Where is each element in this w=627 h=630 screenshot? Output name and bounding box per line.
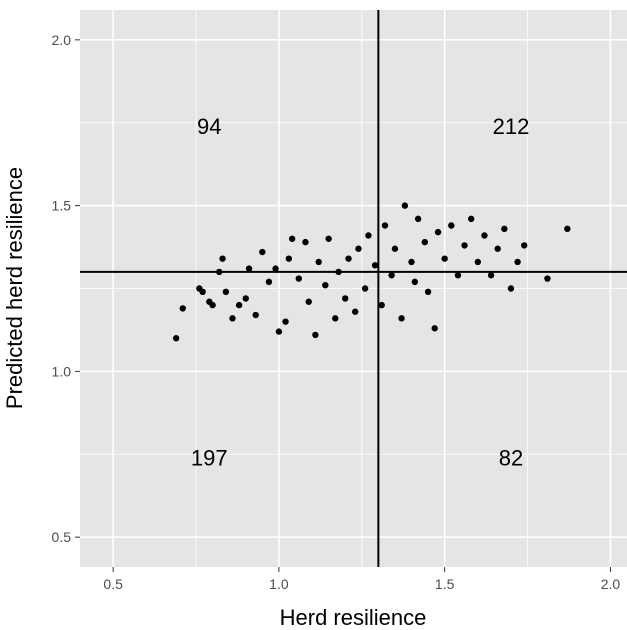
data-point bbox=[219, 255, 226, 262]
data-point bbox=[295, 275, 302, 282]
data-point bbox=[401, 202, 409, 209]
quadrant-count-label: 212 bbox=[493, 114, 530, 139]
data-point bbox=[454, 272, 462, 279]
data-point bbox=[272, 265, 279, 272]
data-point bbox=[467, 215, 475, 223]
x-tick-label: 0.5 bbox=[103, 576, 123, 592]
data-point bbox=[342, 295, 349, 302]
data-point bbox=[242, 295, 249, 302]
y-axis-title: Predicted herd resilience bbox=[2, 167, 27, 409]
y-tick-label: 2.0 bbox=[52, 32, 72, 48]
data-point bbox=[312, 331, 319, 339]
data-point bbox=[355, 245, 362, 252]
data-point bbox=[474, 258, 482, 266]
data-point bbox=[265, 278, 273, 286]
data-point bbox=[501, 225, 508, 233]
data-point bbox=[282, 318, 289, 325]
data-point bbox=[315, 258, 322, 266]
data-point bbox=[371, 262, 379, 269]
data-point bbox=[421, 238, 428, 246]
minor-gridlines bbox=[80, 10, 627, 567]
data-point bbox=[179, 305, 186, 312]
data-point bbox=[378, 301, 385, 309]
data-point bbox=[398, 315, 405, 322]
data-point bbox=[259, 248, 266, 256]
quadrant-count-labels: 94 212 197 82 bbox=[191, 114, 529, 471]
quadrant-count-label: 94 bbox=[197, 114, 221, 139]
data-point bbox=[245, 265, 253, 272]
data-point bbox=[441, 255, 448, 262]
data-point bbox=[391, 245, 399, 252]
data-point bbox=[461, 242, 468, 249]
data-point bbox=[408, 258, 415, 266]
x-tick-label: 2.0 bbox=[601, 576, 621, 592]
data-point bbox=[494, 245, 501, 252]
quadrant-count-label: 82 bbox=[499, 446, 523, 471]
data-point bbox=[361, 285, 369, 292]
y-tick-label: 0.5 bbox=[52, 529, 72, 545]
data-point bbox=[564, 225, 571, 233]
data-point bbox=[544, 275, 551, 282]
data-point bbox=[285, 255, 293, 262]
data-point bbox=[332, 315, 339, 322]
x-tick-label: 1.0 bbox=[269, 576, 289, 592]
x-axis-title: Herd resilience bbox=[280, 605, 427, 630]
data-point bbox=[325, 235, 332, 242]
data-point bbox=[288, 235, 296, 242]
data-point bbox=[235, 301, 243, 309]
quadrant-count-label: 197 bbox=[191, 446, 228, 471]
data-point bbox=[229, 315, 236, 322]
y-axis-ticks: 0.5 1.0 1.5 2.0 bbox=[52, 32, 80, 545]
data-point bbox=[521, 242, 528, 249]
data-point bbox=[322, 281, 329, 289]
data-points bbox=[172, 202, 571, 342]
data-point bbox=[172, 335, 180, 342]
data-point bbox=[381, 222, 389, 229]
data-point bbox=[302, 238, 309, 246]
data-point bbox=[431, 325, 438, 332]
x-axis-ticks: 0.5 1.0 1.5 2.0 bbox=[103, 567, 620, 592]
data-point bbox=[434, 228, 442, 236]
data-point bbox=[252, 311, 259, 319]
data-point bbox=[365, 232, 372, 239]
data-point bbox=[424, 288, 432, 296]
data-point bbox=[481, 232, 488, 239]
data-point bbox=[275, 328, 283, 335]
data-point bbox=[507, 285, 515, 292]
data-point bbox=[414, 215, 422, 223]
data-point bbox=[305, 298, 312, 305]
data-point bbox=[514, 258, 521, 266]
data-point bbox=[448, 222, 455, 229]
y-tick-label: 1.0 bbox=[52, 363, 72, 379]
data-point bbox=[351, 308, 359, 315]
data-point bbox=[487, 272, 495, 279]
data-point bbox=[411, 278, 419, 286]
y-tick-label: 1.5 bbox=[52, 198, 72, 214]
data-point bbox=[345, 255, 352, 262]
data-point bbox=[388, 272, 395, 279]
data-point bbox=[209, 301, 216, 309]
data-point bbox=[222, 288, 230, 296]
x-tick-label: 1.5 bbox=[435, 576, 455, 592]
data-point bbox=[199, 288, 206, 296]
major-gridlines bbox=[80, 10, 627, 567]
